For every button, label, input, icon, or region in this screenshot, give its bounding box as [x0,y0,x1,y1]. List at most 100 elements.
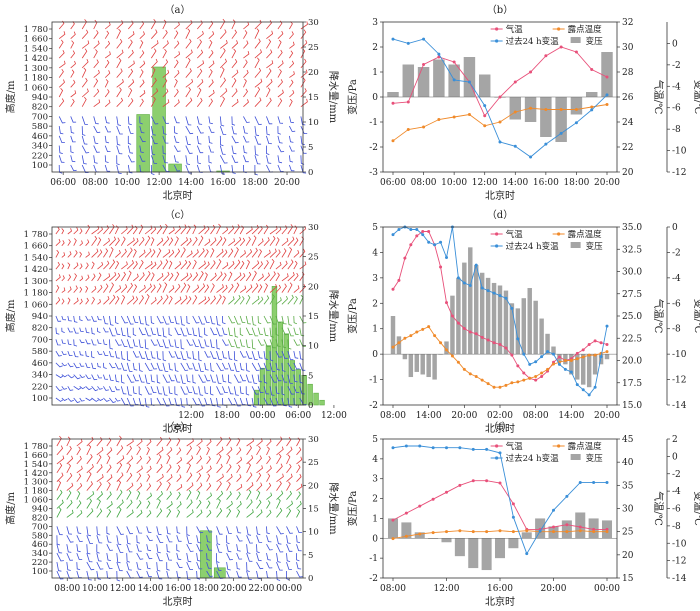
wind-barb [236,447,242,456]
wind-barb [56,535,61,546]
wind-barb [234,236,242,246]
series-point-0 [445,490,448,494]
wind-barb [138,397,145,407]
x-tick-label: 18:00 [563,178,589,188]
legend-marker [495,244,499,248]
wind-barb [228,374,232,384]
wind-barb [192,249,199,258]
wind-barb [185,19,193,30]
wind-barb [127,39,133,49]
series-point-2 [544,142,548,146]
wind-barb [85,274,90,282]
legend-label: 露点温度 [568,24,603,35]
temp-tick-label: 40 [622,458,634,468]
temp-change-axis-title: 变温/℃ [692,491,700,526]
wind-barb [104,70,111,78]
wind-barb [109,350,115,358]
left-tick-label: 0 [372,93,378,103]
wind-barb [246,482,254,491]
wind-barb [79,228,83,235]
precip-tick-label: 25 [308,43,319,53]
wind-barb [277,98,283,107]
legend-label: 变压 [586,453,604,464]
wind-barb [109,271,117,282]
wind-barb [156,272,164,282]
wind-barb [166,570,172,579]
wind-barb [156,498,161,509]
wind-barb [281,295,288,305]
height-tick-label: 340 [32,142,48,152]
wind-barb [146,438,152,447]
pressure-change-bar [509,303,515,355]
series-point-2 [592,480,596,484]
series-point-0 [421,229,425,233]
wind-barb [246,445,252,456]
wind-barb [198,327,203,338]
precip-tick-label: 25 [308,253,319,263]
x-tick-label: 12:00 [146,178,172,188]
wind-barb [219,48,226,59]
wind-barb [162,155,168,164]
wind-barb [251,374,258,384]
series-point-0 [462,326,466,330]
wind-barb [86,481,93,491]
panel-label: （f） [488,421,512,433]
wind-barb [116,472,124,482]
wind-barb [216,271,223,282]
wind-barb [176,509,181,518]
series-point-0 [534,378,538,382]
temp-change-tick-label: -6 [672,505,681,515]
series-point-1 [431,531,435,535]
wind-barb [277,60,284,69]
wind-barb [173,145,181,152]
wind-barb [192,339,199,347]
wind-barb [114,374,120,383]
wind-barb [180,327,187,337]
wind-barb [136,562,142,570]
precip-axis-title: 降水量/mm [327,482,340,535]
wind-barb [168,226,175,235]
wind-barb [150,155,158,164]
wind-barb [180,247,186,258]
wind-barb [56,445,64,456]
wind-barb [236,552,243,560]
series-point-2 [456,276,460,280]
wind-barb [243,40,249,49]
wind-barb [233,386,239,396]
wind-barb [299,362,306,371]
wind-barb [208,79,214,88]
pressure-change-bar [420,354,425,375]
wind-barb [192,236,198,246]
wind-barb [93,78,99,88]
series-point-0 [456,321,460,325]
height-tick-label: 580 [32,347,48,357]
temp-change-tick-label: -4 [672,274,681,284]
wind-barb [73,297,79,305]
wind-barb [281,237,289,247]
wind-barb [266,87,271,98]
height-tick-label: 1 420 [24,469,48,479]
wind-barb [73,350,79,358]
wind-barb [222,327,228,335]
wind-barb [96,481,102,491]
series-point-0 [471,479,475,483]
wind-barb [61,287,66,293]
wind-barb [281,248,287,258]
precip-tick-label: 20 [308,282,319,292]
wind-barb [67,339,72,346]
wind-barb [219,164,226,175]
precip-bar [307,383,313,406]
series-point-1 [468,372,472,376]
wind-barb [256,465,263,474]
wind-barb [109,327,116,337]
wind-barb [126,463,131,473]
series-point-1 [456,360,460,364]
temp-tick-label: 22.5 [622,334,642,344]
wind-barb [76,526,82,534]
wind-barb [233,351,238,362]
wind-barb [186,237,192,246]
height-tick-label: 1 660 [24,35,48,45]
wind-barb [128,60,135,69]
series-point-1 [452,115,456,119]
height-tick-label: 580 [32,531,48,541]
